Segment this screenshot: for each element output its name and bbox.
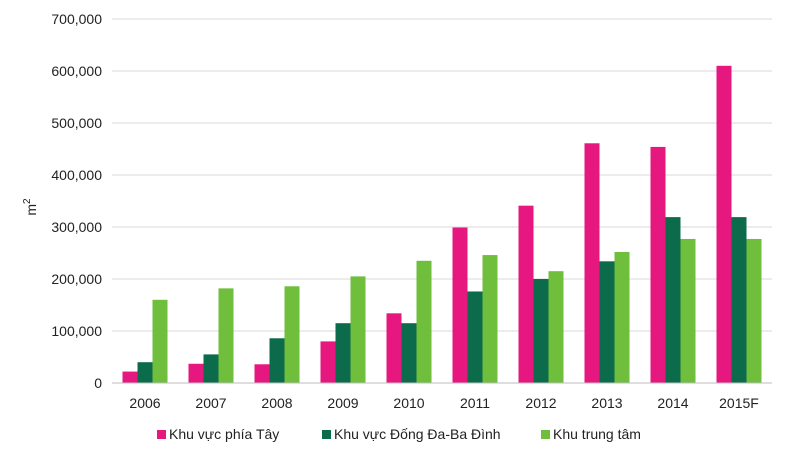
bar-khu-trung-t-m-2010 <box>416 260 432 383</box>
y-tick-label: 300,000 <box>51 219 102 235</box>
x-tick-label: 2007 <box>195 395 226 411</box>
bar-khu-trung-t-m-2014 <box>680 238 696 383</box>
legend-swatch <box>157 430 166 439</box>
gridlines <box>112 18 772 332</box>
y-tick-label: 600,000 <box>51 63 102 79</box>
bar-khu-v-c-ng-a-ba-nh-2010 <box>401 323 417 383</box>
bar-khu-trung-t-m-2008 <box>284 286 300 383</box>
bar-khu-trung-t-m-2006 <box>152 299 168 383</box>
legend-label: Khu vực Đống Đa-Ba Đình <box>334 426 501 442</box>
bar-khu-trung-t-m-2015F <box>746 238 762 383</box>
y-tick-label: 700,000 <box>51 11 102 27</box>
bar-khu-v-c-ph-a-t-y-2013 <box>584 143 600 383</box>
y-tick-label: 200,000 <box>51 271 102 287</box>
y-tick-label: 100,000 <box>51 323 102 339</box>
bar-khu-v-c-ph-a-t-y-2007 <box>188 363 204 383</box>
bar-khu-v-c-ph-a-t-y-2014 <box>650 146 666 383</box>
x-tick-label: 2010 <box>393 395 424 411</box>
legend: Khu vực phía Tây Khu vực Đống Đa-Ba Đình K… <box>157 426 641 442</box>
bar-khu-v-c-ng-a-ba-nh-2007 <box>203 354 219 383</box>
bar-khu-trung-t-m-2012 <box>548 271 564 383</box>
legend-swatch <box>541 430 550 439</box>
x-tick-label: 2014 <box>657 395 688 411</box>
x-axis-ticks: 2006 2007 2008 2009 2010 2011 2012 2013 2014 2015… <box>129 395 758 411</box>
legend-label: Khu vực phía Tây <box>169 426 279 442</box>
x-tick-label: 2009 <box>327 395 358 411</box>
bar-khu-v-c-ng-a-ba-nh-2015F <box>731 217 747 383</box>
bar-khu-v-c-ng-a-ba-nh-2011 <box>467 291 483 383</box>
bars <box>122 65 762 384</box>
bar-khu-v-c-ng-a-ba-nh-2013 <box>599 261 615 383</box>
bar-khu-v-c-ng-a-ba-nh-2012 <box>533 279 549 383</box>
bar-khu-trung-t-m-2011 <box>482 255 498 383</box>
bar-khu-v-c-ph-a-t-y-2008 <box>254 364 270 383</box>
bar-khu-v-c-ng-a-ba-nh-2006 <box>137 362 153 383</box>
bar-khu-trung-t-m-2013 <box>614 251 630 383</box>
x-tick-label: 2012 <box>525 395 556 411</box>
bar-khu-trung-t-m-2009 <box>350 276 366 383</box>
bar-khu-v-c-ph-a-t-y-2015F <box>716 65 732 384</box>
bar-khu-v-c-ph-a-t-y-2012 <box>518 205 534 383</box>
bar-khu-v-c-ng-a-ba-nh-2014 <box>665 217 681 383</box>
bar-khu-v-c-ph-a-t-y-2011 <box>452 227 468 383</box>
x-tick-label: 2015F <box>719 395 759 411</box>
x-tick-label: 2006 <box>129 395 160 411</box>
bar-khu-v-c-ng-a-ba-nh-2008 <box>269 338 285 383</box>
y-axis-ticks: 0 100,000 200,000 300,000 400,000 500,000 600,… <box>51 11 102 391</box>
bar-khu-v-c-ph-a-t-y-2006 <box>122 371 138 383</box>
legend-swatch <box>322 430 331 439</box>
bar-khu-v-c-ph-a-t-y-2010 <box>386 313 402 383</box>
legend-label: Khu trung tâm <box>553 426 641 442</box>
x-tick-label: 2011 <box>460 395 490 411</box>
x-tick-label: 2008 <box>261 395 292 411</box>
bar-khu-v-c-ng-a-ba-nh-2009 <box>335 323 351 383</box>
bar-khu-v-c-ph-a-t-y-2009 <box>320 341 336 383</box>
bar-khu-trung-t-m-2007 <box>218 288 234 383</box>
y-tick-label: 0 <box>94 375 102 391</box>
x-tick-label: 2013 <box>591 395 622 411</box>
y-tick-label: 500,000 <box>51 115 102 131</box>
y-axis-title: m2 <box>22 198 39 216</box>
y-tick-label: 400,000 <box>51 167 102 183</box>
